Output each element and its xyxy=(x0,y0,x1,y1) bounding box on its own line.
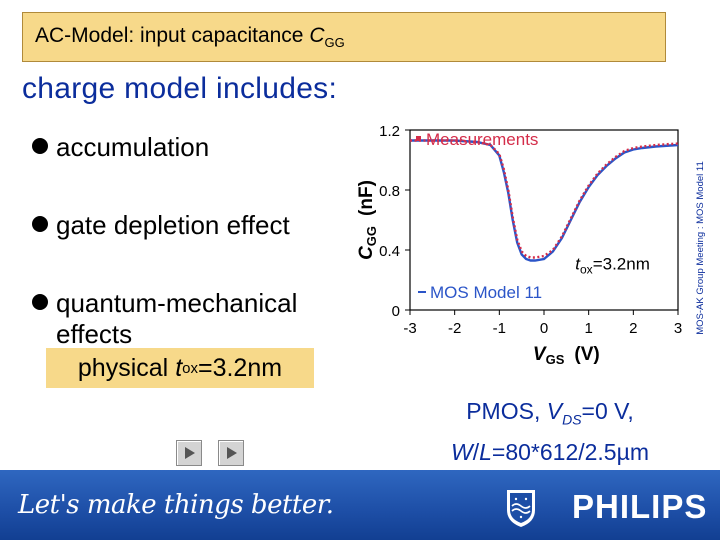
bullet-text: quantum-mechanical effects xyxy=(56,288,297,350)
bullet-line-2: effects xyxy=(56,319,133,349)
caption-l: L xyxy=(479,438,492,465)
y-tick-label: 0.8 xyxy=(379,183,400,200)
footer-slogan: Let's make things better. xyxy=(18,490,334,520)
philips-shield-icon xyxy=(507,490,535,527)
x-tick-label: 2 xyxy=(629,320,637,337)
legend-measurements: Measurements xyxy=(426,130,538,149)
slide-title: AC-Model: input capacitance CGG xyxy=(35,24,345,50)
x-tick-label: -2 xyxy=(448,320,461,337)
last-slide-button[interactable] xyxy=(218,440,244,466)
y-axis-label: CGG(nF) xyxy=(356,180,379,260)
physical-suffix: =3.2nm xyxy=(197,353,283,382)
slide-title-box: AC-Model: input capacitance CGG xyxy=(22,12,666,62)
last-slide-icon xyxy=(227,447,237,459)
bullet-dot-icon xyxy=(32,138,48,154)
y-tick-label: 1.2 xyxy=(379,123,400,140)
footer-bar xyxy=(0,470,720,540)
next-slide-button[interactable] xyxy=(176,440,202,466)
bullet-text: accumulation xyxy=(56,132,210,162)
chart-labels: Measurements MOS Model 11 tox=3.2nm VGS (V) C… xyxy=(356,130,650,367)
legend-mos-model: MOS Model 11 xyxy=(430,283,542,302)
physical-subscript: ox xyxy=(182,359,198,377)
section-heading: charge model includes: xyxy=(22,72,338,105)
y-tick-label: 0.4 xyxy=(379,243,400,260)
chart-caption: PMOS, VDS=0 V, W/L=80*612/2.5µm xyxy=(400,395,700,468)
slide-title-prefix: AC-Model: input capacitance xyxy=(35,23,310,47)
caption-prefix: PMOS, xyxy=(466,398,547,424)
caption-line-2: W/L=80*612/2.5µm xyxy=(400,436,700,468)
bullet-dot-icon xyxy=(32,216,48,232)
caption-dimensions: =80*612/2.5µm xyxy=(491,438,650,465)
bullet-item: quantum-mechanical effects xyxy=(32,288,297,350)
next-slide-icon xyxy=(185,447,195,459)
bullet-dot-icon xyxy=(32,294,48,310)
caption-line-1: PMOS, VDS=0 V, xyxy=(400,395,700,436)
cgg-chart: 0 0.4 0.8 1.2 -3 -2 -1 0 1 2 3 Measurements MOS Mod… xyxy=(356,123,682,367)
caption-w: W xyxy=(450,438,473,465)
bullet-text: gate depletion effect xyxy=(56,210,290,240)
x-axis-label: VGS (V) xyxy=(533,344,600,367)
physical-prefix: physical xyxy=(77,353,169,382)
slide-title-subscript: GG xyxy=(324,35,345,51)
series-line-measurements xyxy=(410,139,679,259)
y-tick-label: 0 xyxy=(392,303,400,320)
chart-ticks: 0 0.4 0.8 1.2 -3 -2 -1 0 1 2 3 xyxy=(379,123,682,337)
side-note: MOS-AK Group Meeting : MOS Model 11 xyxy=(695,161,706,335)
physical-tox-box: physical t ox =3.2nm xyxy=(46,348,314,388)
philips-brand: PHILIPS xyxy=(572,488,708,525)
x-tick-label: 0 xyxy=(540,320,548,337)
caption-slash: / xyxy=(472,438,480,465)
bullet-item: accumulation xyxy=(32,132,209,163)
slide-title-symbol: C xyxy=(309,23,325,47)
x-tick-label: 1 xyxy=(584,320,592,337)
x-tick-label: -1 xyxy=(493,320,506,337)
x-tick-label: -3 xyxy=(403,320,416,337)
chart-annotation-tox: tox=3.2nm xyxy=(575,255,650,277)
physical-symbol: t xyxy=(175,353,183,382)
bullet-line-1: quantum-mechanical xyxy=(56,288,298,318)
caption-subscript: DS xyxy=(562,411,582,428)
legend-marker-measurements xyxy=(416,136,421,141)
chart-series xyxy=(410,139,679,262)
x-tick-label: 3 xyxy=(674,320,682,337)
bullet-item: gate depletion effect xyxy=(32,210,290,241)
caption-symbol: V xyxy=(546,398,563,424)
series-line-mos-model-11 xyxy=(410,139,679,262)
caption-suffix: =0 V, xyxy=(581,398,634,424)
